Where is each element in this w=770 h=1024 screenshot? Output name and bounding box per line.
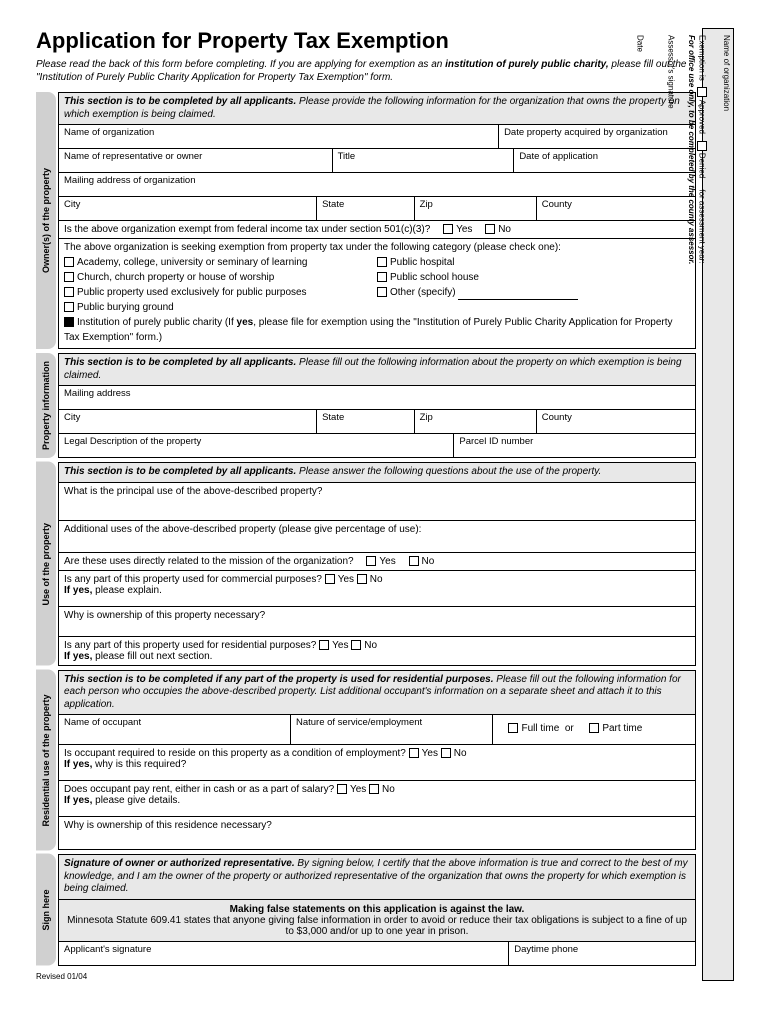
chk-cat7[interactable] <box>377 287 387 297</box>
chk-cat1[interactable] <box>64 257 74 267</box>
category-intro: The above organization is seeking exempt… <box>59 239 695 255</box>
field-mailing[interactable]: Mailing address of organization <box>59 173 695 196</box>
chk-fulltime[interactable] <box>508 723 518 733</box>
field-nature[interactable]: Nature of service/employment <box>291 715 494 744</box>
chk-mission-yes[interactable] <box>366 556 376 566</box>
q-residence-ownership[interactable]: Why is ownership of this residence neces… <box>59 817 695 849</box>
field-prop-state[interactable]: State <box>317 410 414 433</box>
field-date-app[interactable]: Date of application <box>514 149 695 172</box>
field-county[interactable]: County <box>537 197 695 220</box>
category-checks: Academy, college, university or seminary… <box>59 255 695 348</box>
q-ownership-necessary[interactable]: Why is ownership of this property necess… <box>59 607 695 637</box>
chk-cat4[interactable] <box>64 302 74 312</box>
sec1-header: This section is to be completed by all a… <box>59 93 695 125</box>
chk-501-no[interactable] <box>485 224 495 234</box>
office-use-strip: Name of organization Exemption is Approv… <box>702 28 734 981</box>
field-occupant[interactable]: Name of occupant <box>59 715 291 744</box>
field-fulltime: Full time or Part time <box>493 715 695 744</box>
chk-reside-yes[interactable] <box>409 748 419 758</box>
field-signature[interactable]: Applicant's signature <box>59 942 509 965</box>
chk-comm-yes[interactable] <box>325 574 335 584</box>
tab-use: Use of the property <box>36 462 56 666</box>
field-city[interactable]: City <box>59 197 317 220</box>
q-reside-required: Is occupant required to reside on this p… <box>59 745 695 781</box>
sec5-header: Signature of owner or authorized represe… <box>59 855 695 900</box>
chk-reside-no[interactable] <box>441 748 451 758</box>
field-rep-name[interactable]: Name of representative or owner <box>59 149 333 172</box>
field-prop-city[interactable]: City <box>59 410 317 433</box>
field-parcel-id[interactable]: Parcel ID number <box>454 434 695 457</box>
field-zip[interactable]: Zip <box>415 197 537 220</box>
q-principal-use[interactable]: What is the principal use of the above-d… <box>59 483 695 521</box>
page-subtitle: Please read the back of this form before… <box>36 58 696 84</box>
field-org-name[interactable]: Name of organization <box>59 125 499 148</box>
field-prop-zip[interactable]: Zip <box>415 410 537 433</box>
revised-date: Revised 01/04 <box>36 972 696 981</box>
chk-denied[interactable] <box>697 141 707 151</box>
q-501c3: Is the above organization exempt from fe… <box>59 221 695 239</box>
chk-res-no[interactable] <box>351 640 361 650</box>
q-commercial: Is any part of this property used for co… <box>59 571 695 607</box>
q-rent: Does occupant pay rent, either in cash o… <box>59 781 695 817</box>
sec4-header: This section is to be completed if any p… <box>59 671 695 716</box>
field-state[interactable]: State <box>317 197 414 220</box>
chk-cat8[interactable] <box>64 317 74 327</box>
field-title[interactable]: Title <box>333 149 515 172</box>
chk-cat3[interactable] <box>64 287 74 297</box>
chk-parttime[interactable] <box>589 723 599 733</box>
field-prop-county[interactable]: County <box>537 410 695 433</box>
sec3-header: This section is to be completed by all a… <box>59 463 695 483</box>
chk-comm-no[interactable] <box>357 574 367 584</box>
q-residential: Is any part of this property used for re… <box>59 637 695 665</box>
field-date-acquired[interactable]: Date property acquired by organization <box>499 125 695 148</box>
chk-approved[interactable] <box>697 87 707 97</box>
q-mission-related: Are these uses directly related to the m… <box>59 553 695 571</box>
tab-property-info: Property information <box>36 353 56 458</box>
chk-rent-yes[interactable] <box>337 784 347 794</box>
chk-501-yes[interactable] <box>443 224 453 234</box>
chk-cat2[interactable] <box>64 272 74 282</box>
tab-owners: Owner(s) of the property <box>36 92 56 349</box>
page-title: Application for Property Tax Exemption <box>36 28 696 54</box>
field-legal-desc[interactable]: Legal Description of the property <box>59 434 454 457</box>
field-prop-mailing[interactable]: Mailing address <box>59 386 695 409</box>
chk-rent-no[interactable] <box>369 784 379 794</box>
field-daytime-phone[interactable]: Daytime phone <box>509 942 695 965</box>
chk-cat6[interactable] <box>377 272 387 282</box>
q-additional-uses[interactable]: Additional uses of the above-described p… <box>59 521 695 553</box>
tab-sign: Sign here <box>36 854 56 966</box>
sec2-header: This section is to be completed by all a… <box>59 354 695 386</box>
chk-cat5[interactable] <box>377 257 387 267</box>
chk-res-yes[interactable] <box>319 640 329 650</box>
chk-mission-no[interactable] <box>409 556 419 566</box>
tab-residential: Residential use of the property <box>36 670 56 851</box>
warning-box: Making false statements on this applicat… <box>59 900 695 942</box>
